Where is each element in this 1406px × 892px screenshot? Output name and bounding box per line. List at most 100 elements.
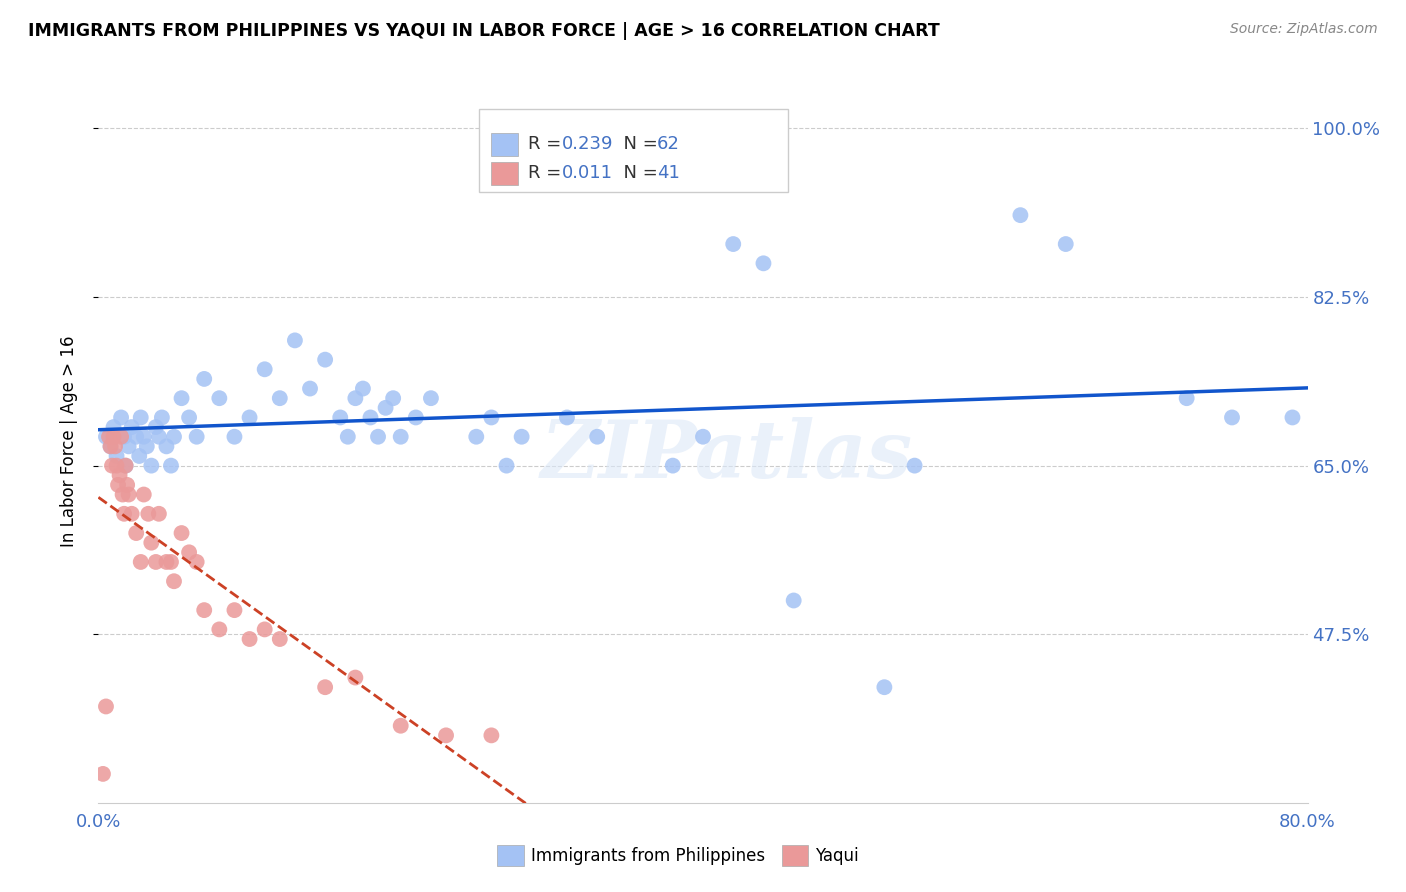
Point: [661, 458, 683, 473]
Point: [145, 420, 167, 434]
Point: [314, 352, 336, 367]
Point: [253, 623, 276, 637]
Point: [420, 391, 443, 405]
Text: Source: ZipAtlas.com: Source: ZipAtlas.com: [1230, 22, 1378, 37]
Point: [434, 728, 457, 742]
Point: [179, 545, 201, 559]
Point: [692, 430, 714, 444]
Point: [121, 420, 143, 434]
Text: R =: R =: [527, 164, 567, 182]
Point: [155, 555, 177, 569]
Point: [112, 430, 135, 444]
Point: [352, 382, 374, 396]
Point: [208, 391, 231, 405]
Point: [374, 401, 396, 415]
Point: [114, 458, 136, 473]
Point: [160, 458, 183, 473]
FancyBboxPatch shape: [492, 162, 517, 185]
Point: [141, 458, 163, 473]
Point: [367, 430, 389, 444]
Point: [193, 603, 215, 617]
FancyBboxPatch shape: [498, 845, 524, 866]
Point: [269, 632, 291, 646]
Point: [186, 555, 208, 569]
Point: [1010, 208, 1032, 222]
Point: [103, 420, 125, 434]
Text: N =: N =: [613, 164, 664, 182]
Point: [1054, 237, 1077, 252]
Point: [329, 410, 352, 425]
Text: Yaqui: Yaqui: [815, 847, 859, 864]
Point: [904, 458, 927, 473]
Point: [284, 334, 307, 348]
FancyBboxPatch shape: [782, 845, 808, 866]
Point: [586, 430, 609, 444]
Point: [382, 391, 405, 405]
Point: [107, 478, 129, 492]
Point: [193, 372, 215, 386]
Point: [160, 555, 183, 569]
Point: [129, 555, 152, 569]
Point: [115, 478, 138, 492]
Point: [253, 362, 276, 376]
Point: [104, 439, 127, 453]
Point: [186, 430, 208, 444]
Point: [141, 535, 163, 549]
Point: [314, 680, 336, 694]
Point: [108, 468, 131, 483]
Point: [170, 391, 193, 405]
Point: [94, 699, 117, 714]
Point: [170, 526, 193, 541]
Point: [465, 430, 488, 444]
Point: [150, 410, 173, 425]
Point: [101, 458, 124, 473]
Point: [344, 391, 367, 405]
Point: [148, 430, 170, 444]
Point: [98, 430, 121, 444]
Text: Immigrants from Philippines: Immigrants from Philippines: [531, 847, 765, 864]
Point: [163, 574, 186, 589]
FancyBboxPatch shape: [479, 109, 787, 193]
FancyBboxPatch shape: [492, 133, 517, 156]
Point: [344, 671, 367, 685]
Text: IMMIGRANTS FROM PHILIPPINES VS YAQUI IN LABOR FORCE | AGE > 16 CORRELATION CHART: IMMIGRANTS FROM PHILIPPINES VS YAQUI IN …: [28, 22, 939, 40]
Text: 0.239: 0.239: [561, 135, 613, 153]
Point: [336, 430, 359, 444]
Point: [112, 507, 135, 521]
Point: [105, 458, 128, 473]
Text: 41: 41: [657, 164, 681, 182]
Y-axis label: In Labor Force | Age > 16: In Labor Force | Age > 16: [59, 335, 77, 548]
Point: [111, 487, 134, 501]
Point: [299, 382, 322, 396]
Point: [1220, 410, 1243, 425]
Point: [224, 430, 246, 444]
Point: [148, 507, 170, 521]
Point: [145, 555, 167, 569]
Point: [136, 507, 159, 521]
Point: [752, 256, 775, 270]
Point: [132, 430, 155, 444]
Point: [239, 632, 262, 646]
Point: [723, 237, 745, 252]
Text: 0.011: 0.011: [561, 164, 613, 182]
Point: [389, 430, 412, 444]
Point: [132, 487, 155, 501]
Point: [405, 410, 427, 425]
Point: [114, 458, 136, 473]
Point: [1281, 410, 1303, 425]
Point: [135, 439, 157, 453]
Point: [155, 439, 177, 453]
Point: [208, 623, 231, 637]
Point: [179, 410, 201, 425]
Point: [389, 719, 412, 733]
Point: [1175, 391, 1198, 405]
Point: [100, 439, 122, 453]
Point: [481, 728, 503, 742]
Point: [128, 449, 150, 463]
Text: N =: N =: [613, 135, 664, 153]
Point: [125, 526, 148, 541]
Point: [100, 439, 122, 453]
Point: [103, 430, 125, 444]
Point: [110, 410, 132, 425]
Point: [94, 430, 117, 444]
